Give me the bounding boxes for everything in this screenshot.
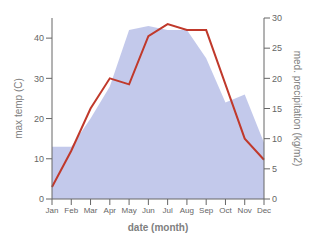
svg-text:max temp (C): max temp (C) xyxy=(13,78,24,139)
svg-text:10: 10 xyxy=(34,154,44,164)
svg-text:0: 0 xyxy=(39,194,44,204)
svg-text:20: 20 xyxy=(34,114,44,124)
svg-text:10: 10 xyxy=(272,134,282,144)
svg-text:20: 20 xyxy=(272,74,282,84)
svg-text:Apr: Apr xyxy=(104,206,117,215)
svg-text:30: 30 xyxy=(34,74,44,84)
svg-text:40: 40 xyxy=(34,33,44,43)
svg-text:Nov: Nov xyxy=(238,206,252,215)
svg-text:0: 0 xyxy=(272,194,277,204)
svg-text:Sep: Sep xyxy=(199,206,214,215)
svg-text:Feb: Feb xyxy=(64,206,78,215)
svg-text:15: 15 xyxy=(272,104,282,114)
svg-text:Jan: Jan xyxy=(46,206,59,215)
svg-text:30: 30 xyxy=(272,13,282,23)
svg-text:May: May xyxy=(122,206,137,215)
svg-text:Aug: Aug xyxy=(180,206,194,215)
svg-text:Dec: Dec xyxy=(257,206,271,215)
svg-text:med. precipitation (kg/m2): med. precipitation (kg/m2) xyxy=(292,51,303,167)
svg-text:Mar: Mar xyxy=(84,206,98,215)
svg-text:Oct: Oct xyxy=(219,206,232,215)
svg-text:5: 5 xyxy=(272,164,277,174)
svg-text:Jun: Jun xyxy=(142,206,155,215)
svg-text:date (month): date (month) xyxy=(128,222,189,233)
svg-text:25: 25 xyxy=(272,43,282,53)
svg-text:Jul: Jul xyxy=(163,206,173,215)
